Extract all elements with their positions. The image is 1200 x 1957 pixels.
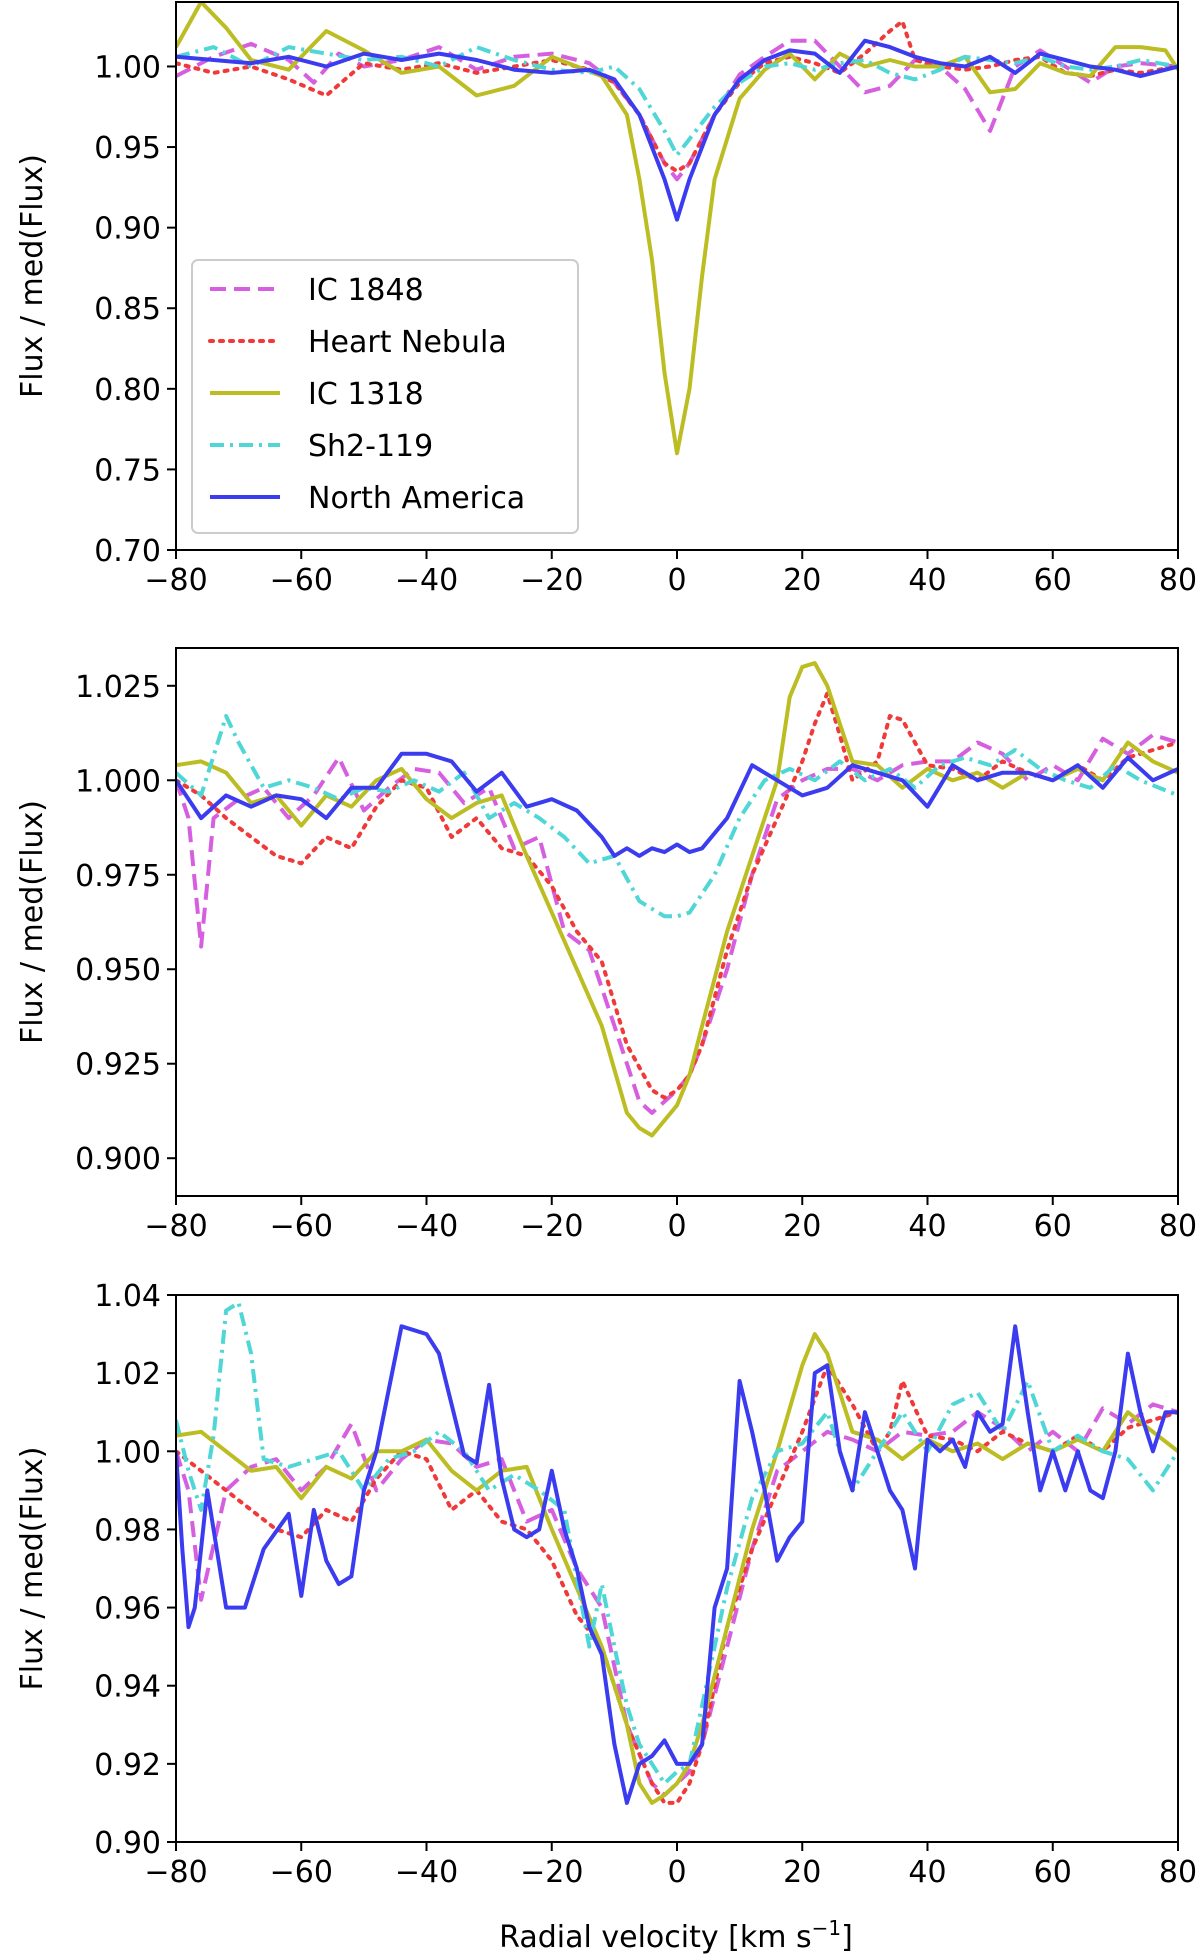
series-line-heart-nebula xyxy=(176,691,1178,1100)
series-line-ic-1318 xyxy=(176,2,1178,456)
x-tick-label: 60 xyxy=(1034,1209,1072,1244)
x-tick-label: −40 xyxy=(395,1855,458,1890)
y-tick-label: 1.025 xyxy=(75,670,161,705)
series-line-ic-1318 xyxy=(176,1332,1178,1805)
x-tick-label: −60 xyxy=(270,1855,333,1890)
y-tick-label: 1.04 xyxy=(94,1279,161,1314)
y-axis-label: Flux / med(Flux) xyxy=(15,800,50,1044)
series-line-north-america xyxy=(176,38,1178,222)
x-tick-label: −20 xyxy=(520,1209,583,1244)
x-tick-label: 40 xyxy=(908,1209,946,1244)
y-tick-label: 0.975 xyxy=(75,859,161,894)
x-tick-label: 0 xyxy=(667,1209,686,1244)
legend-label: Heart Nebula xyxy=(308,325,507,360)
y-tick-label: 0.925 xyxy=(75,1048,161,1083)
x-tick-label: −40 xyxy=(395,1209,458,1244)
y-tick-label: 0.98 xyxy=(94,1513,161,1548)
x-tick-label: 80 xyxy=(1159,1855,1197,1890)
x-axis-label: Radial velocity [km s−1] xyxy=(499,1916,853,1955)
y-tick-label: 0.900 xyxy=(75,1142,161,1177)
x-tick-label: −20 xyxy=(520,563,583,598)
y-tick-label: 0.95 xyxy=(94,131,161,166)
x-tick-label: −80 xyxy=(144,1209,207,1244)
x-tick-label: 40 xyxy=(908,1855,946,1890)
series-line-sh2-119 xyxy=(176,1300,1178,1786)
x-tick-label: 40 xyxy=(908,563,946,598)
x-tick-label: 20 xyxy=(783,1209,821,1244)
plot-area xyxy=(176,661,1178,1138)
legend-label: Sh2-119 xyxy=(308,429,433,464)
x-tick-label: 60 xyxy=(1034,563,1072,598)
series-line-heart-nebula xyxy=(176,1363,1178,1805)
x-tick-label: 0 xyxy=(667,1855,686,1890)
x-tick-label: 60 xyxy=(1034,1855,1072,1890)
series-line-heart-nebula xyxy=(176,19,1178,174)
x-tick-label: −60 xyxy=(270,563,333,598)
x-tick-label: −80 xyxy=(144,1855,207,1890)
y-tick-label: 0.75 xyxy=(94,453,161,488)
x-tick-label: −20 xyxy=(520,1855,583,1890)
x-tick-label: 0 xyxy=(667,563,686,598)
y-tick-label: 1.00 xyxy=(94,50,161,85)
x-tick-label: −40 xyxy=(395,563,458,598)
series-line-north-america xyxy=(176,751,1178,858)
y-axis-label: Flux / med(Flux) xyxy=(15,1446,50,1690)
series-line-ic-1318 xyxy=(176,661,1178,1138)
y-axis-label: Flux / med(Flux) xyxy=(15,154,50,398)
series-line-ic-1848 xyxy=(176,732,1178,1115)
x-tick-label: −60 xyxy=(270,1209,333,1244)
plot-area xyxy=(176,2,1178,456)
x-axis-label-main: Radial velocity [km s xyxy=(499,1920,811,1955)
panel-top: −80 −60 −40 −20 0 20 40 60 80 0.70 0.75 0.80 0.85 0.9… xyxy=(15,1,1197,598)
series-line-north-america xyxy=(176,1324,1178,1805)
legend-label: IC 1848 xyxy=(308,273,424,308)
x-tick-label: −80 xyxy=(144,563,207,598)
y-tick-label: 1.00 xyxy=(94,1435,161,1470)
axes-frame xyxy=(175,647,1179,1197)
legend-label: North America xyxy=(308,481,525,516)
x-tick-label: 80 xyxy=(1159,563,1197,598)
y-tick-label: 1.02 xyxy=(94,1357,161,1392)
plot-area xyxy=(176,1300,1178,1805)
x-tick-label: 20 xyxy=(783,563,821,598)
series-line-sh2-119 xyxy=(176,714,1178,919)
y-tick-label: 0.70 xyxy=(94,534,161,569)
series-line-ic-1848 xyxy=(176,1402,1178,1798)
legend: IC 1848 Heart Nebula IC 1318 Sh2-119 North A… xyxy=(191,259,579,534)
x-axis-label-end: ] xyxy=(841,1920,853,1955)
y-tick-label: 0.96 xyxy=(94,1592,161,1627)
x-axis-label-superscript: −1 xyxy=(812,1916,841,1940)
x-tick-label: 80 xyxy=(1159,1209,1197,1244)
legend-label: IC 1318 xyxy=(308,377,424,412)
y-tick-label: 1.000 xyxy=(75,764,161,799)
y-tick-label: 0.94 xyxy=(94,1670,161,1705)
y-tick-label: 0.950 xyxy=(75,953,161,988)
legend-box xyxy=(191,259,579,534)
panel-bottom: −80 −60 −40 −20 0 20 40 60 80 0.90 0.92 0.94 0.96 0.9… xyxy=(15,1279,1197,1890)
y-tick-label: 0.90 xyxy=(94,1826,161,1861)
y-tick-label: 0.92 xyxy=(94,1748,161,1783)
x-tick-label: 20 xyxy=(783,1855,821,1890)
y-tick-label: 0.85 xyxy=(94,292,161,327)
panel-middle: −80 −60 −40 −20 0 20 40 60 80 0.900 0.925 0.950 0.97… xyxy=(15,647,1197,1244)
y-tick-label: 0.80 xyxy=(94,373,161,408)
y-tick-label: 0.90 xyxy=(94,212,161,247)
